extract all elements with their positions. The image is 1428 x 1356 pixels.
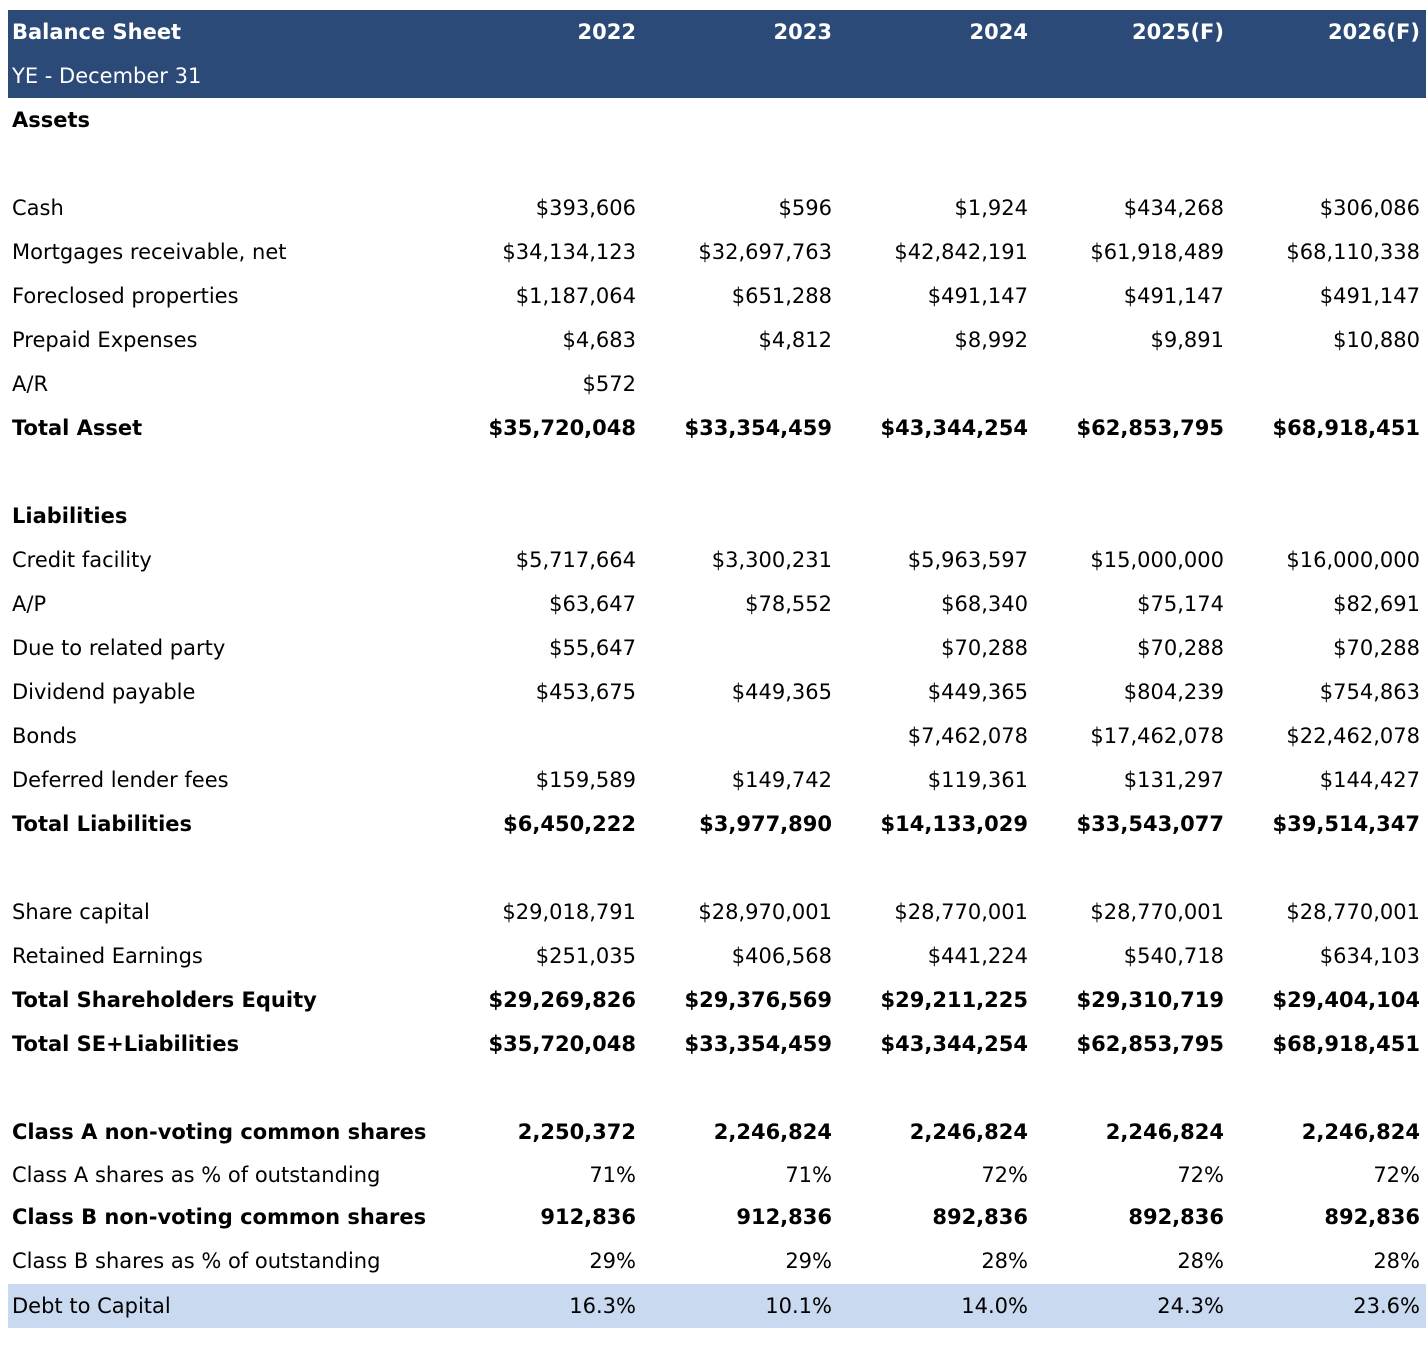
table-row: A/P $63,647 $78,552 $68,340 $75,174 $82,… xyxy=(12,592,1420,616)
spacer-row xyxy=(8,1066,1426,1110)
table-row: Mortgages receivable, net $34,134,123 $3… xyxy=(12,240,1420,264)
total-row: Total Liabilities $6,450,222 $3,977,890 … xyxy=(12,812,1420,836)
table-row: Prepaid Expenses $4,683 $4,812 $8,992 $9… xyxy=(12,328,1420,352)
year-header: 2026(F) xyxy=(1328,20,1420,44)
total-row: Total Asset $35,720,048 $33,354,459 $43,… xyxy=(12,416,1420,440)
spacer-row xyxy=(8,450,1426,494)
year-header: 2025(F) xyxy=(1132,20,1224,44)
table-row: Cash $393,606 $596 $1,924 $434,268 $306,… xyxy=(12,196,1420,220)
spacer-row xyxy=(8,846,1426,890)
table-row: Credit facility $5,717,664 $3,300,231 $5… xyxy=(12,548,1420,572)
year-header: 2022 xyxy=(577,20,636,44)
year-header: 2024 xyxy=(969,20,1028,44)
table-row: Share capital $29,018,791 $28,970,001 $2… xyxy=(12,900,1420,924)
fiscal-year-end: YE - December 31 xyxy=(12,64,202,88)
table-row: Retained Earnings $251,035 $406,568 $441… xyxy=(12,944,1420,968)
table-row: Foreclosed properties $1,187,064 $651,28… xyxy=(12,284,1420,308)
table-row: Class A shares as % of outstanding 71% 7… xyxy=(12,1163,1420,1187)
section-heading-liabilities: Liabilities xyxy=(12,504,128,528)
table-row: Dividend payable $453,675 $449,365 $449,… xyxy=(12,680,1420,704)
table-row: Due to related party $55,647 $70,288 $70… xyxy=(12,636,1420,660)
total-row: Total Shareholders Equity $29,269,826 $2… xyxy=(12,988,1420,1012)
spacer-row xyxy=(8,142,1426,186)
header-row: Balance Sheet 2022 2023 2024 2025(F) 202… xyxy=(8,10,1426,54)
table-row: Bonds $7,462,078 $17,462,078 $22,462,078 xyxy=(12,724,1420,748)
year-header: 2023 xyxy=(773,20,832,44)
table-row: Class B shares as % of outstanding 29% 2… xyxy=(12,1249,1420,1273)
balance-sheet-table: Balance Sheet 2022 2023 2024 2025(F) 202… xyxy=(8,10,1426,1328)
total-row: Total SE+Liabilities $35,720,048 $33,354… xyxy=(12,1032,1420,1056)
section-heading-assets: Assets xyxy=(12,108,91,132)
table-row: Deferred lender fees $159,589 $149,742 $… xyxy=(12,768,1420,792)
table-row: Class A non-voting common shares 2,250,3… xyxy=(12,1120,1420,1144)
subheader-row: YE - December 31 xyxy=(8,54,1426,98)
sheet-title: Balance Sheet xyxy=(12,20,182,44)
debt-to-capital-row: Debt to Capital 16.3% 10.1% 14.0% 24.3% … xyxy=(8,1284,1426,1328)
table-row: A/R $572 xyxy=(12,372,636,396)
table-row: Class B non-voting common shares 912,836… xyxy=(12,1205,1420,1229)
